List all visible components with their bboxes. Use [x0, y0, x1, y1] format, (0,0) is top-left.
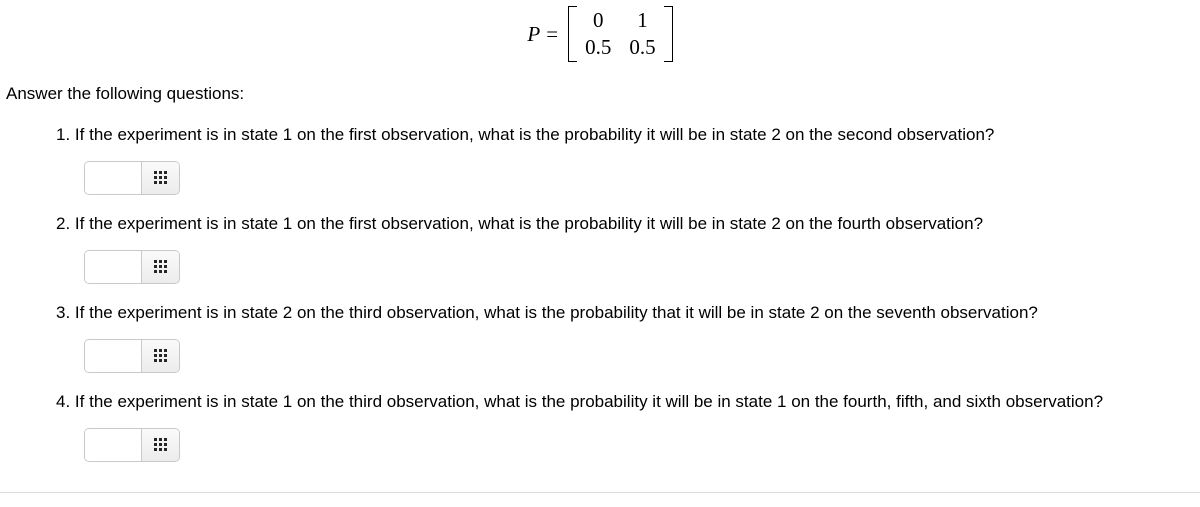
matrix-equals: =	[546, 22, 568, 47]
matrix-label: P	[527, 22, 546, 47]
answer-group	[84, 339, 180, 373]
question-text: If the experiment is in state 1 on the f…	[75, 125, 994, 144]
matrix-equation: P = 0 1 0.5 0.5	[0, 6, 1200, 62]
questions-list: 1. If the experiment is in state 1 on th…	[0, 124, 1200, 462]
keypad-icon	[154, 349, 167, 362]
answer-group	[84, 250, 180, 284]
bracket-left	[568, 6, 577, 62]
question-text-row: 4. If the experiment is in state 1 on th…	[56, 391, 1200, 414]
matrix-cell: 0.5	[585, 35, 611, 60]
question-text-row: 1. If the experiment is in state 1 on th…	[56, 124, 1200, 147]
question-number: 1.	[56, 125, 70, 144]
keypad-button[interactable]	[141, 429, 179, 461]
page: P = 0 1 0.5 0.5 Answer the following que…	[0, 0, 1200, 493]
keypad-button[interactable]	[141, 340, 179, 372]
question-number: 4.	[56, 392, 70, 411]
question-text: If the experiment is in state 2 on the t…	[75, 303, 1038, 322]
intro-text: Answer the following questions:	[0, 84, 1200, 104]
answer-group	[84, 428, 180, 462]
question-item: 2. If the experiment is in state 1 on th…	[56, 213, 1200, 284]
keypad-icon	[154, 438, 167, 451]
question-text: If the experiment is in state 1 on the t…	[75, 392, 1103, 411]
answer-input[interactable]	[85, 340, 141, 372]
matrix-cells: 0 1 0.5 0.5	[577, 6, 664, 62]
question-number: 2.	[56, 214, 70, 233]
question-item: 3. If the experiment is in state 2 on th…	[56, 302, 1200, 373]
answer-input[interactable]	[85, 251, 141, 283]
answer-group	[84, 161, 180, 195]
question-text-row: 3. If the experiment is in state 2 on th…	[56, 302, 1200, 325]
keypad-button[interactable]	[141, 251, 179, 283]
keypad-icon	[154, 260, 167, 273]
question-item: 1. If the experiment is in state 1 on th…	[56, 124, 1200, 195]
bracket-right	[664, 6, 673, 62]
question-item: 4. If the experiment is in state 1 on th…	[56, 391, 1200, 462]
answer-input[interactable]	[85, 162, 141, 194]
question-text: If the experiment is in state 1 on the f…	[75, 214, 983, 233]
matrix-body: 0 1 0.5 0.5	[568, 6, 673, 62]
keypad-icon	[154, 171, 167, 184]
matrix-cell: 0	[585, 8, 611, 33]
answer-input[interactable]	[85, 429, 141, 461]
question-text-row: 2. If the experiment is in state 1 on th…	[56, 213, 1200, 236]
keypad-button[interactable]	[141, 162, 179, 194]
matrix-cell: 0.5	[629, 35, 655, 60]
question-number: 3.	[56, 303, 70, 322]
matrix-cell: 1	[629, 8, 655, 33]
